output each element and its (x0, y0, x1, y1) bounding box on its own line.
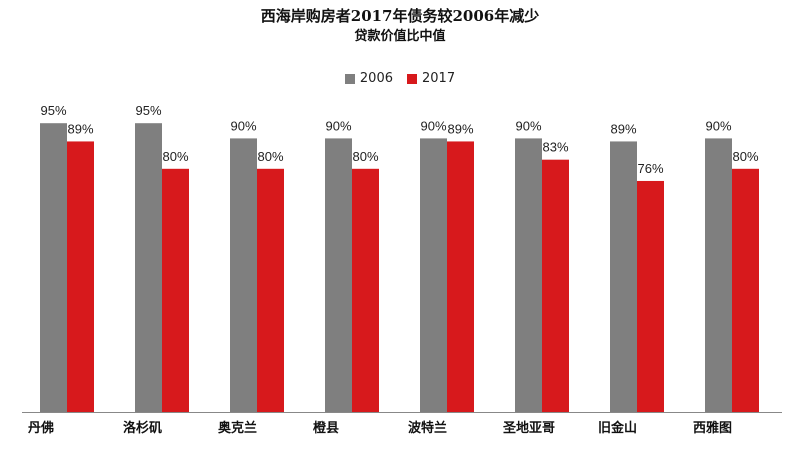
data-label-2006-2: 95% (135, 103, 161, 118)
data-label-2017-8: 80% (732, 149, 758, 164)
bar-2006-7 (610, 141, 637, 412)
data-label-2017-4: 80% (352, 149, 378, 164)
data-label-2017-6: 83% (542, 140, 568, 155)
data-label-2017-1: 89% (67, 121, 93, 136)
bar-2017-6 (542, 159, 569, 412)
legend-swatch-2017 (407, 73, 417, 84)
bar-2017-1 (67, 141, 94, 412)
bar-2017-7 (637, 180, 664, 412)
bar-2006-6 (515, 138, 542, 412)
bar-2006-1 (40, 123, 67, 412)
legend-label-2006: 2006 (359, 71, 393, 86)
x-tick-label-5: 波特兰 (408, 420, 447, 436)
chart-subtitle: 贷款价值比中值 (354, 29, 446, 44)
chart-title: 西海岸购房者2017年债务较2006年减少 (260, 7, 540, 25)
x-tick-label-8: 西雅图 (693, 420, 732, 436)
bar-2006-8 (705, 138, 732, 412)
data-label-2006-4: 90% (325, 118, 351, 133)
bar-2006-2 (135, 123, 162, 412)
bar-2017-2 (162, 168, 189, 412)
legend: 2006 2017 (0, 71, 800, 86)
data-label-2017-2: 80% (162, 149, 188, 164)
bar-2006-3 (230, 138, 257, 412)
x-tick-label-7: 旧金山 (598, 420, 637, 436)
bar-2017-5 (447, 141, 474, 412)
data-label-2017-5: 89% (447, 121, 473, 136)
x-tick-label-3: 奥克兰 (218, 420, 257, 436)
x-tick-label-1: 丹佛 (28, 420, 54, 436)
data-label-2006-3: 90% (230, 118, 256, 133)
bar-2017-8 (732, 168, 759, 412)
data-label-2017-7: 76% (637, 161, 663, 176)
legend-label-2017: 2017 (422, 71, 456, 86)
legend-item-2006: 2006 (344, 71, 393, 86)
x-tick-label-6: 圣地亚哥 (503, 420, 555, 436)
data-label-2017-3: 80% (257, 149, 283, 164)
bar-2006-4 (325, 138, 352, 412)
x-tick-label-4: 橙县 (313, 420, 339, 436)
legend-swatch-2006 (344, 73, 355, 84)
bar-2006-5 (420, 138, 447, 412)
legend-item-2017: 2017 (407, 71, 455, 86)
data-label-2006-8: 90% (705, 118, 731, 133)
data-label-2006-1: 95% (40, 103, 66, 118)
data-label-2006-6: 90% (515, 118, 541, 133)
bar-2017-4 (352, 168, 379, 412)
bar-2017-3 (257, 168, 284, 412)
x-tick-label-2: 洛杉矶 (123, 420, 162, 436)
data-label-2006-7: 89% (610, 121, 636, 136)
data-label-2006-5: 90% (420, 118, 446, 133)
